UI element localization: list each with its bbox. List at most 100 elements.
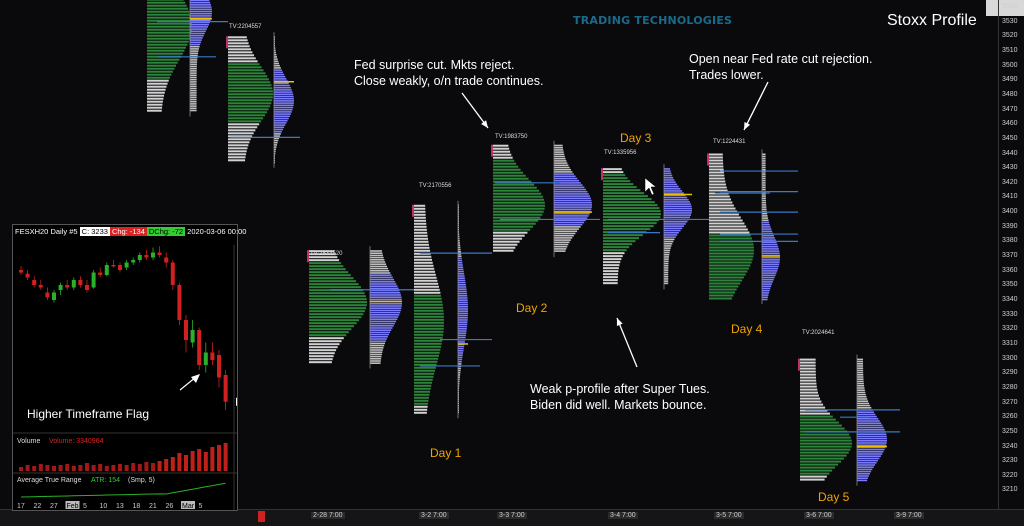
volume-bar — [857, 446, 886, 449]
volume-bar — [190, 103, 197, 105]
volume-bar — [274, 152, 276, 155]
candle-body — [65, 285, 70, 288]
tpo-row — [603, 168, 622, 171]
tpo-row — [493, 186, 537, 189]
volume-bar — [370, 362, 381, 364]
volume-bar — [458, 389, 459, 392]
volume-bar — [664, 185, 679, 188]
tpo-row — [309, 313, 364, 316]
tpo-row — [309, 349, 337, 352]
tpo-row — [309, 331, 349, 334]
volume-bar — [857, 470, 872, 473]
volume-bar — [554, 155, 565, 158]
inset-plot: 38003700360035003400330032333100172227Fe… — [13, 245, 237, 510]
volume-bar — [370, 258, 385, 261]
volume-bar — [664, 236, 676, 238]
volume-bar — [762, 296, 768, 299]
tpo-row — [414, 405, 428, 408]
tpo-row — [228, 90, 273, 93]
tpo-row — [309, 253, 336, 256]
volume-bar — [190, 107, 197, 110]
tpo-row — [800, 382, 817, 385]
tpo-row — [800, 442, 852, 445]
tpo-row — [493, 195, 543, 198]
time-axis[interactable]: 2-28 7:00 3-2 7:00 3-3 7:00 3-4 7:00 3-5 7:0… — [0, 509, 1024, 526]
volume-bar — [554, 149, 564, 151]
volume-bar — [458, 358, 463, 361]
volume-bar — [857, 358, 864, 361]
tpo-row — [309, 295, 366, 298]
candle-body — [131, 260, 136, 263]
volume-bar — [762, 239, 776, 241]
volume-bar — [458, 334, 466, 337]
volume-bar — [370, 353, 382, 356]
tpo-row — [228, 114, 266, 117]
volume-bar — [762, 160, 766, 162]
candle-body — [19, 270, 23, 273]
volume-bar — [554, 157, 566, 160]
volume-bar — [554, 243, 569, 246]
tpo-row — [603, 201, 655, 204]
tpo-row — [414, 330, 444, 333]
candle-body — [164, 257, 169, 263]
volume-bar — [857, 413, 876, 416]
volume-bar — [664, 172, 672, 175]
tpo-row — [228, 87, 273, 90]
volume-bar — [274, 97, 294, 100]
volume-bar — [190, 1, 211, 4]
volume-bar — [857, 360, 864, 363]
tpo-row — [309, 355, 334, 358]
tpo-row — [493, 228, 531, 231]
volume-bar — [203, 452, 208, 471]
time-marker — [258, 511, 265, 522]
volume-bar — [664, 260, 669, 263]
candle-body — [111, 265, 116, 267]
volume-bar — [370, 324, 394, 327]
volume-bar — [857, 407, 872, 409]
daily-inset-chart[interactable]: FESXH20 Daily #5 C: 3233 Chg: -134 DChg: -… — [12, 224, 246, 511]
tpo-row — [709, 168, 724, 171]
inset-date-tick: Mar — [182, 503, 195, 510]
tpo-row — [309, 250, 335, 253]
volume-bar — [664, 203, 691, 205]
time-tick: 3-6 7:00 — [804, 512, 834, 519]
volume-bar — [458, 356, 463, 359]
tpo-row — [493, 249, 514, 252]
volume-bar — [762, 245, 779, 248]
tv-label: TV:1983750 — [495, 134, 528, 140]
profile-chart[interactable] — [0, 0, 998, 509]
volume-bar — [458, 246, 461, 249]
tpo-row — [309, 262, 342, 265]
volume-bar — [554, 166, 570, 169]
volume-bar — [664, 183, 678, 186]
tpo-row — [493, 198, 545, 201]
volume-bar — [85, 463, 89, 471]
tpo-row — [800, 433, 850, 436]
volume-bar — [857, 429, 885, 431]
volume-bar — [274, 58, 278, 60]
volume-bar — [111, 465, 116, 471]
price-axis[interactable]: 3540 3530 3520 3510 3500 3490 3480 3470 3460 3450… — [998, 0, 1024, 510]
tpo-row — [228, 39, 248, 42]
tpo-row — [228, 141, 250, 144]
inset-date-tick: 27 — [50, 503, 58, 510]
volume-bar — [458, 266, 464, 268]
time-tick: 3-5 7:00 — [714, 512, 744, 519]
tpo-row — [800, 448, 851, 451]
volume-bar — [762, 193, 766, 195]
tpo-row — [493, 144, 509, 147]
tpo-row — [228, 84, 272, 87]
volume-bar — [664, 271, 669, 274]
volume-bar — [857, 393, 866, 396]
volume-bar — [370, 316, 399, 318]
volume-bar — [370, 344, 385, 347]
volume-bar — [664, 181, 676, 183]
volume-bar — [458, 255, 462, 257]
volume-bar — [458, 248, 461, 251]
tpo-row — [414, 351, 440, 354]
price-tick: 3300 — [1002, 354, 1018, 362]
volume-bar — [274, 117, 289, 120]
volume-bar — [370, 322, 395, 325]
tpo-row — [414, 258, 433, 261]
volume-bar — [554, 188, 586, 191]
